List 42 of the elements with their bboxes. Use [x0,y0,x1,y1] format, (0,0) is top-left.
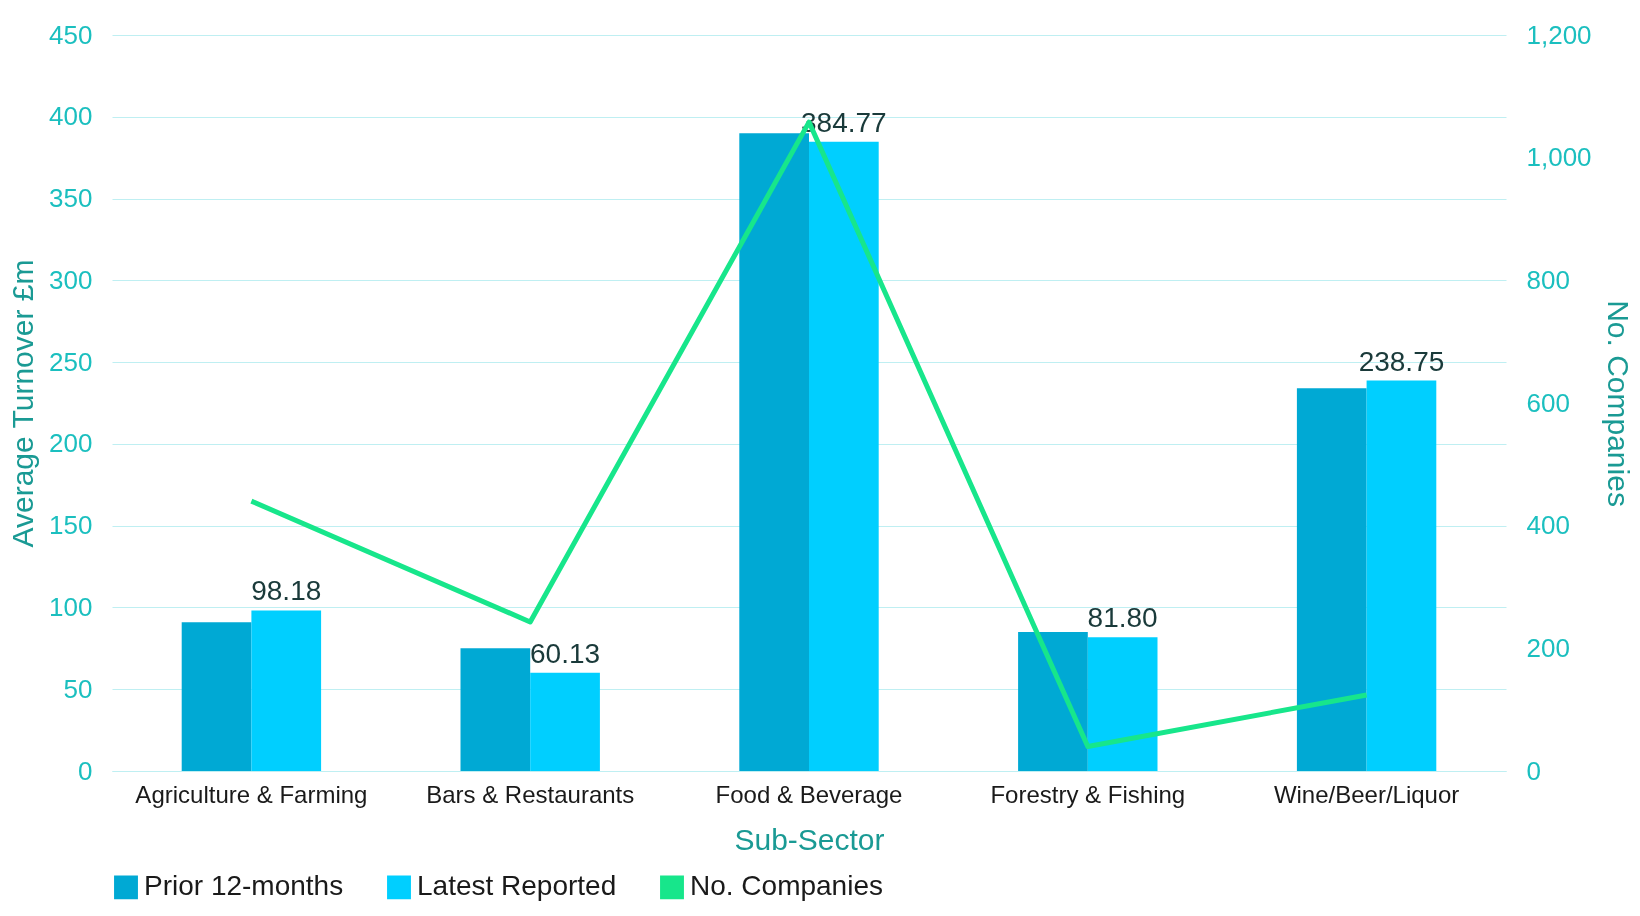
y-tick-label: 100 [49,591,93,622]
y-tick-label: 50 [63,673,93,704]
y2-tick-label: 600 [1526,387,1570,418]
bar [1296,388,1367,771]
bar [530,672,600,771]
y-tick-label: 400 [49,101,93,132]
y-tick-label: 450 [49,19,93,50]
x-tick-label: Agriculture & Farming [135,780,368,808]
y2-tick-label: 400 [1526,510,1570,541]
x-tick-label: Forestry & Fishing [990,780,1186,808]
bar [460,648,531,771]
y-tick-label: 0 [78,755,93,786]
bar [251,610,322,771]
y-axis-title: Average Turnover £m [6,259,40,548]
y2-tick-label: 1,000 [1526,142,1592,173]
legend-label: Prior 12-months [144,870,344,902]
bar [181,622,252,771]
legend-label: No. Companies [690,870,883,902]
x-axis-title: Sub-Sector [734,822,885,856]
x-tick-label: Food & Beverage [715,780,903,808]
y2-tick-label: 200 [1526,632,1570,663]
y2-tick-label: 0 [1526,755,1541,786]
bar [1018,631,1088,771]
y2-tick-label: 1,200 [1526,19,1592,50]
bar [809,141,879,771]
y-tick-label: 350 [49,183,93,214]
y2-axis-title: No. Companies [1601,300,1635,507]
data-label: 81.80 [1087,602,1158,634]
y-tick-label: 300 [49,264,93,295]
bar [1087,637,1158,771]
data-label: 238.75 [1358,345,1445,377]
y-tick-label: 150 [49,510,93,541]
y-tick-label: 200 [49,428,93,459]
legend-label: Latest Reported [417,870,617,902]
x-tick-label: Bars & Restaurants [426,780,635,808]
y-tick-label: 250 [49,346,93,377]
data-label: 60.13 [530,637,601,669]
bar [1366,380,1437,771]
bar [739,133,809,771]
x-tick-label: Wine/Beer/Liquor [1273,780,1460,808]
data-label: 98.18 [251,575,322,607]
y2-tick-label: 800 [1526,264,1570,295]
